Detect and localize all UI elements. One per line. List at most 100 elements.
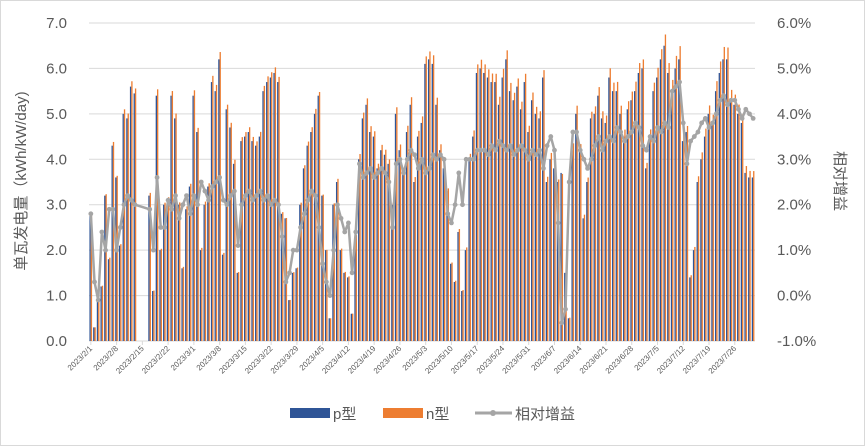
gain-point: [176, 215, 182, 221]
legend-swatch-p: [290, 408, 330, 418]
bar-n: [668, 63, 670, 341]
x-axis-ticks: 2023/2/12023/2/82023/2/152023/2/222023/3…: [66, 341, 739, 376]
bar-p: [347, 277, 349, 341]
gain-point: [92, 279, 97, 285]
gain-point: [382, 170, 388, 176]
gain-point: [610, 138, 616, 144]
gain-point: [217, 175, 223, 180]
bar-p: [420, 122, 422, 341]
bar-p: [291, 272, 294, 341]
gain-point: [743, 106, 749, 112]
bar-p: [151, 291, 154, 341]
gain-point: [276, 202, 281, 208]
x-tick-label: 2023/4/26: [372, 344, 404, 376]
bar-p: [255, 145, 257, 341]
bar-n: [646, 162, 648, 341]
gain-point: [99, 229, 105, 235]
bar-p: [707, 113, 709, 341]
gain-point: [419, 156, 425, 162]
bar-p: [586, 182, 588, 341]
bar-n: [289, 299, 291, 341]
gain-point: [184, 193, 189, 199]
bar-p: [608, 77, 610, 341]
bar-p: [681, 141, 684, 341]
gain-point: [736, 106, 741, 112]
bar-p: [490, 82, 492, 342]
bar-n: [326, 249, 328, 341]
gain-point: [283, 279, 289, 285]
bar-p: [166, 200, 169, 341]
bar-n: [153, 290, 155, 341]
bar-p: [196, 132, 198, 341]
bar-p: [468, 159, 470, 341]
legend: p型 n型 相对增益: [290, 406, 575, 423]
gain-point: [426, 165, 432, 171]
bar-n: [385, 149, 387, 341]
gain-point: [728, 97, 734, 103]
gain-point: [552, 147, 557, 153]
gain-point: [224, 202, 230, 208]
bar-n: [352, 313, 354, 341]
bar-n: [282, 212, 284, 341]
bar-p: [273, 72, 275, 341]
gain-point: [482, 147, 487, 153]
gain-point: [577, 147, 583, 153]
bar-p: [416, 136, 419, 341]
gain-point: [195, 202, 200, 208]
bar-n: [572, 143, 575, 341]
bar-p: [409, 104, 411, 342]
gain-point: [316, 225, 322, 230]
gain-point: [393, 161, 399, 167]
bar-n: [149, 192, 151, 341]
bar-p: [236, 272, 238, 341]
bar-n: [620, 105, 622, 342]
bar-p: [299, 204, 301, 341]
bar-n: [598, 87, 600, 341]
bar-p: [118, 245, 121, 341]
legend-swatch-n: [383, 408, 423, 418]
bar-p: [163, 204, 165, 341]
bar-n: [605, 115, 608, 341]
gain-point: [242, 193, 248, 199]
bar-n: [484, 64, 486, 341]
y2-tick-label: -1.0%: [777, 333, 816, 350]
bar-n: [241, 137, 243, 341]
bar-n: [580, 144, 582, 341]
gain-point: [180, 202, 186, 208]
bar-p: [115, 177, 117, 341]
gain-point: [614, 125, 620, 130]
gain-point: [750, 116, 756, 121]
bar-n: [447, 188, 450, 341]
bar-n: [274, 67, 277, 341]
bar-n: [340, 248, 343, 341]
gain-point: [375, 170, 381, 176]
bar-n: [745, 166, 748, 341]
gain-point: [570, 129, 576, 135]
bar-n: [469, 153, 472, 341]
bar-n: [248, 127, 251, 341]
gain-point: [559, 320, 565, 326]
bar-p: [497, 104, 500, 342]
y2-tick-label: 5.0%: [777, 60, 811, 77]
gain-point: [121, 202, 127, 208]
bar-n: [716, 81, 718, 342]
bar-p: [365, 104, 367, 342]
bar-p: [398, 150, 400, 341]
bar-p: [667, 72, 669, 341]
gain-point: [574, 129, 579, 135]
bar-n: [742, 114, 744, 341]
gain-point: [658, 129, 664, 135]
gain-point: [272, 197, 278, 203]
bar-p: [486, 77, 489, 341]
bar-p: [575, 113, 577, 341]
bar-p: [240, 141, 242, 341]
bar-p: [494, 82, 496, 342]
bar-p: [391, 204, 393, 341]
bar-n: [723, 46, 725, 341]
bar-n: [359, 154, 361, 341]
gain-point: [474, 147, 480, 153]
bar-n: [594, 106, 597, 342]
bar-n: [532, 92, 534, 341]
bar-p: [512, 100, 514, 341]
bar-n: [727, 47, 729, 342]
